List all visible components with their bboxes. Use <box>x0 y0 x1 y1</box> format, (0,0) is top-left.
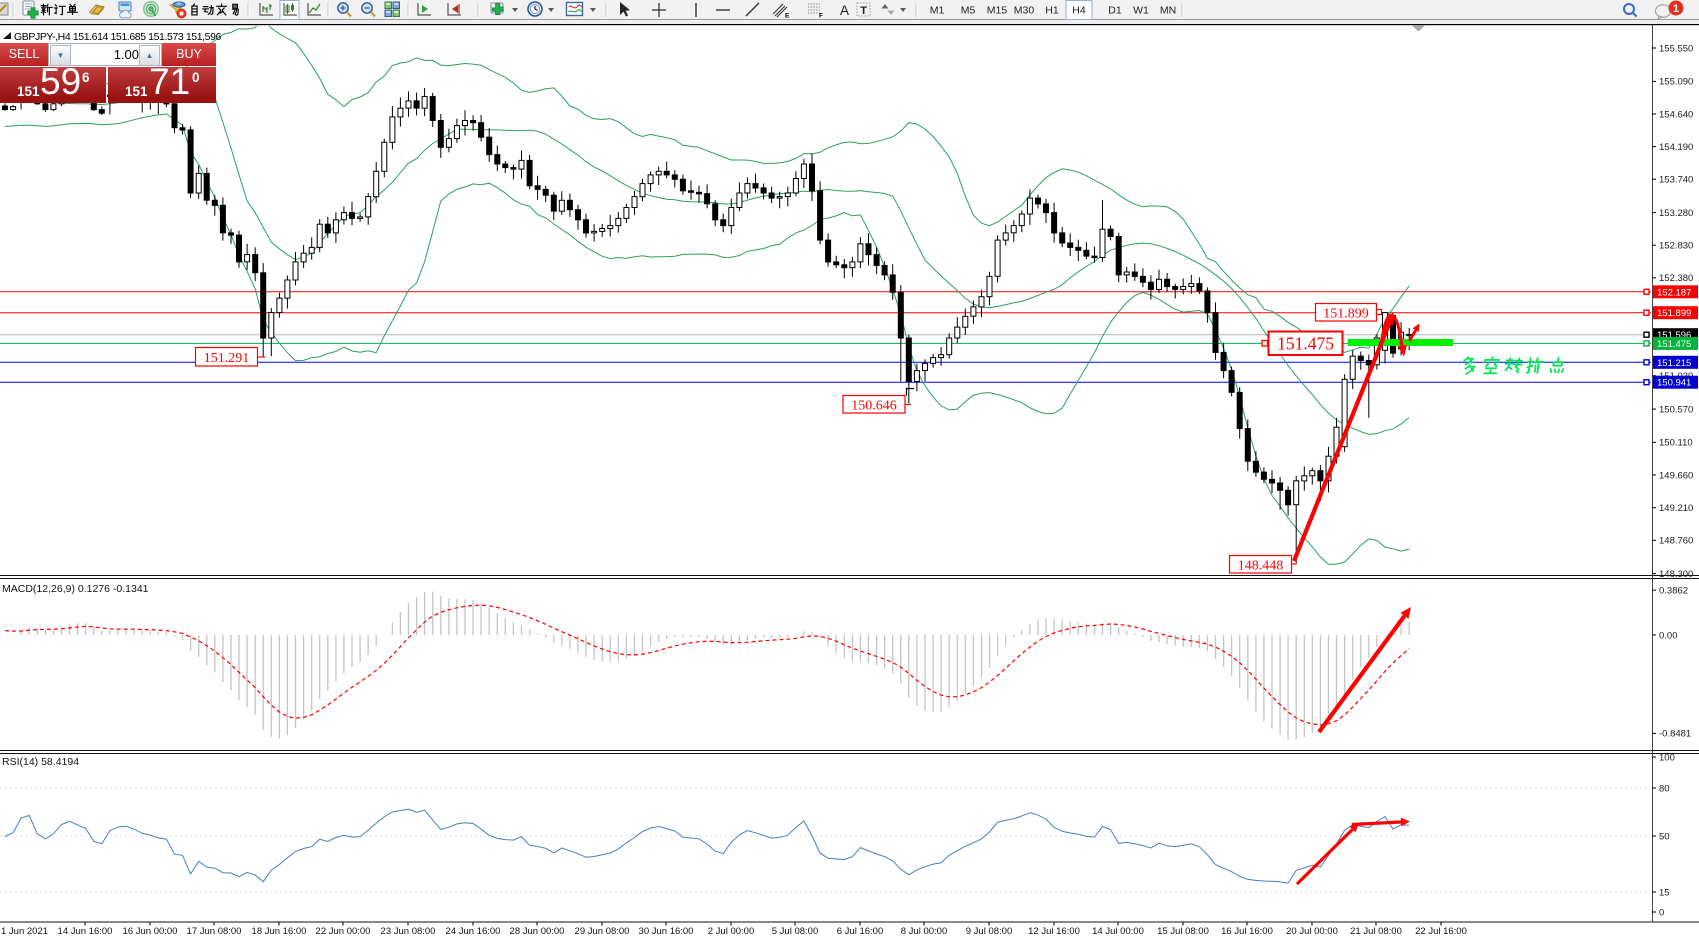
svg-text:152.380: 152.380 <box>1659 273 1693 284</box>
svg-text:15 Jul 08:00: 15 Jul 08:00 <box>1157 926 1209 937</box>
svg-text:1: 1 <box>1673 3 1679 15</box>
svg-text:80: 80 <box>1659 783 1670 794</box>
svg-text:100: 100 <box>1659 752 1675 763</box>
svg-text:17 Jun 08:00: 17 Jun 08:00 <box>187 926 242 937</box>
svg-text:MACD(12,26,9) 0.1276 -0.1341: MACD(12,26,9) 0.1276 -0.1341 <box>2 583 149 595</box>
svg-text:148.448: 148.448 <box>1238 558 1284 573</box>
svg-text:20 Jul 00:00: 20 Jul 00:00 <box>1286 926 1338 937</box>
svg-text:153.280: 153.280 <box>1659 208 1693 219</box>
svg-text:0: 0 <box>1659 907 1664 918</box>
svg-text:50: 50 <box>1659 831 1670 842</box>
svg-text:15: 15 <box>1659 887 1670 898</box>
svg-text:0.3862: 0.3862 <box>1659 586 1688 597</box>
svg-text:155.090: 155.090 <box>1659 77 1693 88</box>
svg-text:RSI(14) 58.4194: RSI(14) 58.4194 <box>2 756 79 768</box>
svg-text:W1: W1 <box>1133 5 1149 17</box>
svg-text:H1: H1 <box>1045 5 1059 17</box>
svg-text:152.830: 152.830 <box>1659 241 1693 252</box>
svg-text:151.596: 151.596 <box>1657 330 1691 341</box>
svg-text:150.941: 150.941 <box>1657 378 1691 389</box>
svg-text:28 Jun 00:00: 28 Jun 00:00 <box>510 926 565 937</box>
svg-text:16 Jun 00:00: 16 Jun 00:00 <box>123 926 178 937</box>
svg-text:154.190: 154.190 <box>1659 142 1693 153</box>
svg-text:151.475: 151.475 <box>1657 339 1691 350</box>
svg-text:152.187: 152.187 <box>1657 287 1691 298</box>
svg-text:12 Jul 16:00: 12 Jul 16:00 <box>1028 926 1080 937</box>
svg-text:24 Jun 16:00: 24 Jun 16:00 <box>446 926 501 937</box>
svg-text:1 Jun 2021: 1 Jun 2021 <box>1 926 48 937</box>
svg-text:22 Jun 00:00: 22 Jun 00:00 <box>316 926 371 937</box>
svg-text:9 Jul 08:00: 9 Jul 08:00 <box>966 926 1012 937</box>
svg-text:30 Jun 16:00: 30 Jun 16:00 <box>639 926 694 937</box>
svg-text:148.300: 148.300 <box>1659 569 1693 580</box>
svg-text:150.570: 150.570 <box>1659 404 1693 415</box>
svg-text:150.646: 150.646 <box>851 398 897 413</box>
svg-text:6 Jul 16:00: 6 Jul 16:00 <box>837 926 883 937</box>
svg-text:155.550: 155.550 <box>1659 43 1693 54</box>
svg-text:151.215: 151.215 <box>1657 358 1691 369</box>
svg-text:0.00: 0.00 <box>1659 630 1678 641</box>
svg-text:149.660: 149.660 <box>1659 470 1693 481</box>
svg-text:T: T <box>860 5 867 17</box>
svg-text:D1: D1 <box>1108 5 1122 17</box>
svg-text:149.210: 149.210 <box>1659 503 1693 514</box>
svg-text:153.740: 153.740 <box>1659 175 1693 186</box>
svg-text:F: F <box>819 13 823 20</box>
svg-text:14 Jul 00:00: 14 Jul 00:00 <box>1092 926 1144 937</box>
svg-text:M5: M5 <box>961 5 976 17</box>
svg-text:148.760: 148.760 <box>1659 536 1693 547</box>
svg-text:5 Jul 08:00: 5 Jul 08:00 <box>772 926 818 937</box>
svg-text:18 Jun 16:00: 18 Jun 16:00 <box>252 926 307 937</box>
svg-text:M15: M15 <box>987 5 1008 17</box>
svg-text:151.475: 151.475 <box>1277 334 1334 354</box>
svg-text:H4: H4 <box>1072 5 1086 17</box>
svg-text:23 Jun 08:00: 23 Jun 08:00 <box>381 926 436 937</box>
svg-text:150.110: 150.110 <box>1659 438 1693 449</box>
svg-text:14 Jun 16:00: 14 Jun 16:00 <box>58 926 113 937</box>
svg-text:-0.8481: -0.8481 <box>1659 729 1691 740</box>
svg-text:151.899: 151.899 <box>1323 306 1369 321</box>
svg-text:2 Jul 00:00: 2 Jul 00:00 <box>708 926 754 937</box>
svg-text:8 Jul 00:00: 8 Jul 00:00 <box>901 926 947 937</box>
svg-text:GBPJPY-,H4 151.614 151.685 15: GBPJPY-,H4 151.614 151.685 151.573 151,5… <box>14 31 222 43</box>
svg-text:151.291: 151.291 <box>204 351 250 366</box>
svg-text:16 Jul 16:00: 16 Jul 16:00 <box>1221 926 1273 937</box>
svg-text:29 Jun 08:00: 29 Jun 08:00 <box>575 926 630 937</box>
svg-text:M1: M1 <box>930 5 945 17</box>
svg-text:151.899: 151.899 <box>1657 308 1691 319</box>
svg-text:154.640: 154.640 <box>1659 109 1693 120</box>
svg-text:21 Jul 08:00: 21 Jul 08:00 <box>1350 926 1402 937</box>
svg-text:A: A <box>840 3 849 18</box>
svg-text:MN: MN <box>1160 5 1176 17</box>
svg-text:M30: M30 <box>1014 5 1035 17</box>
svg-text:E: E <box>785 13 790 20</box>
svg-text:22 Jul 16:00: 22 Jul 16:00 <box>1415 926 1467 937</box>
